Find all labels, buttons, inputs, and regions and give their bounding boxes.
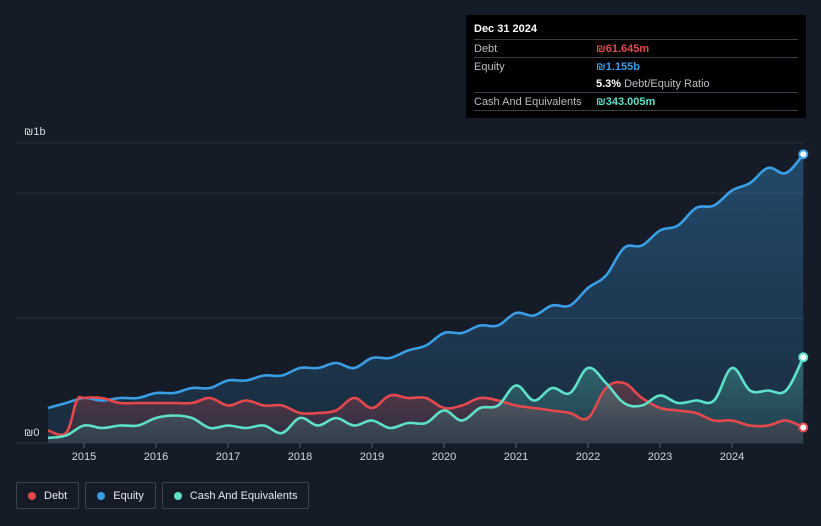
- equity-dot-icon: [97, 491, 106, 500]
- x-tick-label: 2021: [504, 451, 528, 463]
- tooltip-date: Dec 31 2024: [474, 23, 537, 35]
- tooltip-row-equity: Equity ₪1.155b: [474, 57, 798, 75]
- tooltip-equity-value: ₪1.155b: [596, 60, 640, 73]
- x-tick-label: 2018: [288, 451, 312, 463]
- tooltip-row-debt: Debt ₪61.645m: [474, 39, 798, 57]
- cash-line: [47, 356, 805, 440]
- x-tick-label: 2015: [72, 451, 96, 463]
- debt-endpoint: [798, 422, 809, 433]
- tooltip-cash-value: ₪343.005m: [596, 95, 656, 108]
- legend-item-cash[interactable]: Cash And Equivalents: [161, 482, 310, 509]
- legend-debt-label: Debt: [44, 489, 68, 502]
- tooltip-ratio-value: 5.3%: [596, 77, 622, 90]
- legend-item-debt[interactable]: Debt: [16, 482, 80, 509]
- tooltip-row-ratio: 5.3% Debt/Equity Ratio: [474, 75, 798, 92]
- legend-equity-label: Equity: [113, 489, 144, 502]
- debt-line: [47, 380, 804, 437]
- cash-dot-icon: [173, 491, 182, 500]
- cash-endpoint: [798, 352, 809, 363]
- tooltip-equity-label: Equity: [474, 60, 505, 73]
- tooltip-debt-label: Debt: [474, 42, 498, 55]
- x-tick-label: 2022: [576, 451, 600, 463]
- legend-cash-label: Cash And Equivalents: [189, 489, 298, 502]
- x-tick-label: 2024: [720, 451, 744, 463]
- equity-endpoint: [798, 149, 809, 160]
- x-tick-label: 2017: [216, 451, 240, 463]
- legend: Debt Equity Cash And Equivalents: [16, 482, 310, 509]
- legend-item-equity[interactable]: Equity: [85, 482, 156, 509]
- tooltip-debt-value: ₪61.645m: [596, 42, 650, 55]
- equity-area: [48, 154, 804, 443]
- equity-line: [47, 153, 805, 410]
- cash-area: [48, 357, 804, 443]
- y-axis-bottom-label: ₪0: [24, 427, 39, 439]
- tooltip-panel: Dec 31 2024 Debt ₪61.645m Equity ₪1.155b…: [466, 15, 806, 118]
- tooltip-row-cash: Cash And Equivalents ₪343.005m: [474, 92, 798, 111]
- x-tick-label: 2016: [144, 451, 168, 463]
- x-tick-label: 2019: [360, 451, 384, 463]
- tooltip-cash-label: Cash And Equivalents: [474, 95, 582, 108]
- x-tick-label: 2023: [648, 451, 672, 463]
- y-axis-top-label: ₪1b: [24, 126, 46, 138]
- x-tick-label: 2020: [432, 451, 456, 463]
- tooltip-ratio-label: Debt/Equity Ratio: [624, 77, 710, 90]
- debt-dot-icon: [28, 491, 36, 500]
